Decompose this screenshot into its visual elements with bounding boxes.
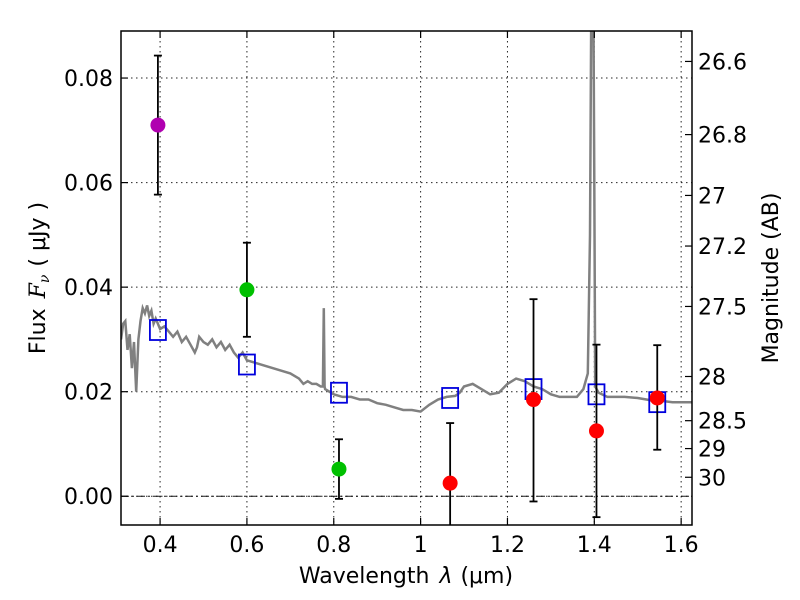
y-tick-label-2: 0.04 (64, 276, 113, 301)
x-tick-label-5: 1.4 (577, 533, 612, 558)
photometry-point-4 (526, 392, 542, 408)
y-axis-label: FluxFν( μJy ) (26, 202, 53, 354)
model-flux-square-1 (238, 353, 256, 376)
x-tick-label-0: 0.4 (143, 533, 178, 558)
mag-tick-label-4: 27.5 (698, 295, 747, 320)
photometry-point-3 (442, 475, 458, 491)
photometry-point-1 (239, 282, 255, 298)
x-axis-label: Wavelength λ (μm) (299, 564, 513, 589)
x-tick-label-4: 1.2 (490, 533, 525, 558)
mag-tick-label-7: 29 (698, 438, 726, 463)
mag-tick-label-0: 26.6 (698, 50, 747, 75)
y-tick-label-4: 0.08 (64, 67, 113, 92)
model-flux-square-2 (330, 381, 348, 404)
x-tick-label-6: 1.6 (664, 533, 699, 558)
mag-tick-label-2: 27 (698, 184, 726, 209)
y2-axis-label: Magnitude (AB) (759, 193, 784, 364)
mag-tick-label-3: 27.2 (698, 235, 747, 260)
mag-tick-label-1: 26.8 (698, 124, 747, 149)
plot-area (121, 31, 692, 525)
mag-tick-label-6: 28.5 (698, 410, 747, 435)
mag-tick-label-5: 28 (698, 365, 726, 390)
photometry-point-6 (649, 390, 665, 406)
mag-tick-label-8: 30 (698, 466, 726, 491)
y-tick-label-3: 0.06 (64, 172, 113, 197)
photometry-point-5 (588, 423, 604, 439)
y-tick-label-0: 0.00 (64, 485, 113, 510)
x-tick-label-1: 0.6 (229, 533, 264, 558)
template-spectrum-line (121, 31, 692, 413)
x-tick-label-3: 1 (414, 533, 428, 558)
model-flux-square-0 (149, 319, 167, 341)
model-flux-square-3 (441, 387, 460, 409)
plot-frame (120, 30, 693, 526)
photometry-point-0 (150, 117, 166, 133)
photometry-points (150, 117, 665, 491)
axis-ticks: 0.4 0.6 0.8 1 1.2 1.4 1.6 0.00 0.02 0.04 0.06 0.08 2… (64, 31, 747, 558)
photometry-point-2 (331, 461, 347, 477)
y-tick-label-1: 0.02 (64, 381, 113, 406)
x-tick-label-2: 0.8 (316, 533, 351, 558)
